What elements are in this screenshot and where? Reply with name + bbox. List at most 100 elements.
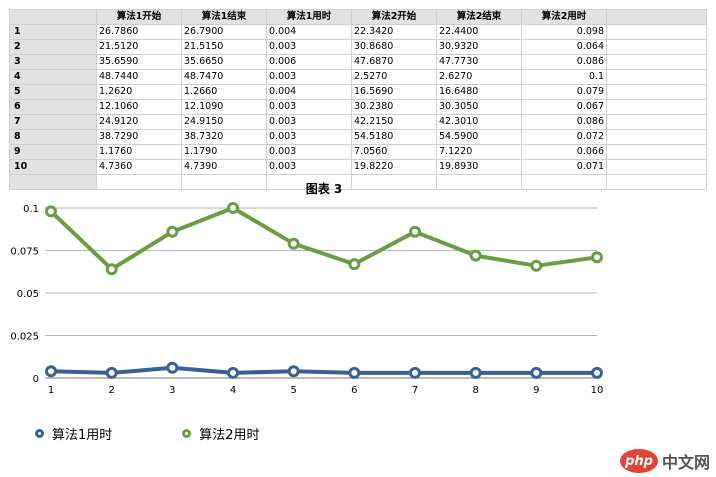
data-point[interactable] <box>348 366 361 379</box>
table-cell[interactable]: 38.7290 <box>96 129 182 145</box>
table-cell[interactable]: 1.2620 <box>96 84 182 100</box>
table-cell[interactable]: 0.003 <box>266 114 352 130</box>
table-cell[interactable]: 1.2660 <box>181 84 267 100</box>
table-cell[interactable]: 0.086 <box>521 54 607 70</box>
table-cell[interactable]: 24.9120 <box>96 114 182 130</box>
table-cell[interactable]: 4.7360 <box>96 159 182 175</box>
data-point[interactable] <box>287 237 300 250</box>
table-cell[interactable]: 21.5120 <box>96 39 182 55</box>
table-cell[interactable]: 0.098 <box>521 24 607 40</box>
table-cell[interactable]: 0.003 <box>266 69 352 85</box>
empty-cell[interactable] <box>606 84 707 100</box>
table-cell[interactable]: 0.071 <box>521 159 607 175</box>
table-cell[interactable]: 7.0560 <box>351 144 437 160</box>
table-cell[interactable]: 0.003 <box>266 129 352 145</box>
data-point[interactable] <box>227 202 239 214</box>
table-cell[interactable]: 7.1220 <box>436 144 522 160</box>
data-point[interactable] <box>409 366 421 379</box>
table-cell[interactable]: 12.1060 <box>96 99 182 115</box>
empty-cell[interactable] <box>606 159 707 175</box>
table-cell[interactable]: 0.079 <box>521 84 607 100</box>
table-cell[interactable]: 24.9150 <box>181 114 267 130</box>
empty-cell[interactable] <box>606 129 707 145</box>
empty-cell[interactable] <box>606 54 707 70</box>
table-cell[interactable]: 22.3420 <box>351 24 437 40</box>
table-cell[interactable]: 42.3010 <box>436 114 522 130</box>
empty-cell[interactable] <box>606 39 707 55</box>
table-cell[interactable]: 0.072 <box>521 129 607 145</box>
table-cell[interactable]: 0.064 <box>521 39 607 55</box>
column-header[interactable]: 算法1用时 <box>266 9 352 25</box>
table-cell[interactable]: 0.086 <box>521 114 607 130</box>
table-cell[interactable]: 0.003 <box>266 39 352 55</box>
data-point[interactable] <box>166 225 179 238</box>
data-point[interactable] <box>530 259 543 272</box>
table-cell[interactable]: 4.7390 <box>181 159 267 175</box>
table-cell[interactable]: 19.8930 <box>436 159 522 175</box>
data-point[interactable] <box>348 258 361 271</box>
table-cell[interactable]: 30.2380 <box>351 99 437 115</box>
table-cell[interactable]: 19.8220 <box>351 159 437 175</box>
table-cell[interactable]: 0.003 <box>266 159 352 175</box>
data-point[interactable] <box>591 251 603 264</box>
table-cell[interactable]: 0.004 <box>266 84 352 100</box>
row-header[interactable]: 4 <box>9 69 97 85</box>
empty-cell[interactable] <box>606 114 707 130</box>
table-cell[interactable]: 26.7900 <box>181 24 267 40</box>
table-cell[interactable]: 48.7440 <box>96 69 182 85</box>
row-header[interactable]: 3 <box>9 54 97 70</box>
table-cell[interactable]: 1.1790 <box>181 144 267 160</box>
column-header[interactable]: 算法1开始 <box>96 9 182 25</box>
column-header[interactable]: 算法2开始 <box>351 9 437 25</box>
table-cell[interactable]: 1.1760 <box>96 144 182 160</box>
data-point[interactable] <box>45 205 57 218</box>
empty-cell[interactable] <box>606 144 707 160</box>
table-cell[interactable]: 30.8680 <box>351 39 437 55</box>
table-cell[interactable]: 48.7470 <box>181 69 267 85</box>
table-cell[interactable]: 2.5270 <box>351 69 437 85</box>
corner-cell[interactable] <box>9 9 97 25</box>
table-cell[interactable]: 21.5150 <box>181 39 267 55</box>
table-cell[interactable]: 47.6870 <box>351 54 437 70</box>
data-point[interactable] <box>469 366 482 379</box>
data-point[interactable] <box>530 366 543 379</box>
table-cell[interactable]: 0.004 <box>266 24 352 40</box>
row-header[interactable]: 9 <box>9 144 97 160</box>
row-header[interactable]: 7 <box>9 114 97 130</box>
table-cell[interactable]: 0.067 <box>521 99 607 115</box>
data-point[interactable] <box>409 225 421 238</box>
table-cell[interactable]: 16.5690 <box>351 84 437 100</box>
data-point[interactable] <box>227 366 239 379</box>
data-point[interactable] <box>45 365 57 378</box>
table-cell[interactable]: 0.003 <box>266 99 352 115</box>
row-header[interactable]: 8 <box>9 129 97 145</box>
table-cell[interactable]: 54.5900 <box>436 129 522 145</box>
data-point[interactable] <box>287 365 300 378</box>
empty-cell[interactable] <box>606 174 707 190</box>
column-header[interactable]: 算法1结束 <box>181 9 267 25</box>
table-cell[interactable]: 26.7860 <box>96 24 182 40</box>
row-header[interactable]: 2 <box>9 39 97 55</box>
table-cell[interactable]: 35.6590 <box>96 54 182 70</box>
table-cell[interactable]: 30.3050 <box>436 99 522 115</box>
table-cell[interactable]: 35.6650 <box>181 54 267 70</box>
table-cell[interactable]: 42.2150 <box>351 114 437 130</box>
data-point[interactable] <box>591 366 603 379</box>
table-cell[interactable]: 22.4400 <box>436 24 522 40</box>
table-cell[interactable]: 30.9320 <box>436 39 522 55</box>
table-cell[interactable]: 0.1 <box>521 69 607 85</box>
table-cell[interactable]: 54.5180 <box>351 129 437 145</box>
table-cell[interactable]: 47.7730 <box>436 54 522 70</box>
table-cell[interactable]: 38.7320 <box>181 129 267 145</box>
empty-cell[interactable] <box>606 99 707 115</box>
table-cell[interactable]: 16.6480 <box>436 84 522 100</box>
row-header[interactable]: 5 <box>9 84 97 100</box>
data-point[interactable] <box>469 249 482 262</box>
data-point[interactable] <box>105 366 118 379</box>
empty-cell[interactable] <box>606 69 707 85</box>
legend-item-series-2[interactable]: 算法2用时 <box>182 424 260 443</box>
legend-item-series-1[interactable]: 算法1用时 <box>35 424 112 443</box>
row-header[interactable]: 1 <box>9 24 97 40</box>
table-cell[interactable]: 0.066 <box>521 144 607 160</box>
row-header[interactable]: 10 <box>9 159 97 175</box>
